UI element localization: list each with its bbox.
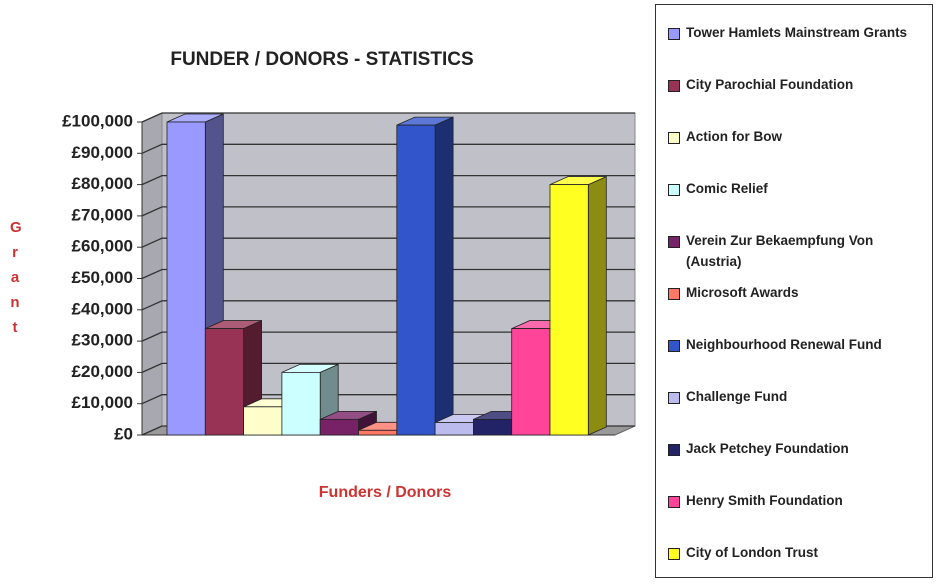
legend-label: Verein Zur Bekaempfung Von (Austria): [686, 233, 874, 269]
bar-front: [434, 422, 474, 436]
y-tick-label: £40,000: [72, 299, 133, 318]
legend-label: Microsoft Awards: [686, 285, 799, 300]
legend-label: Tower Hamlets Mainstream Grants: [686, 25, 908, 40]
legend-entry: Challenge Fund: [668, 389, 911, 407]
legend-swatch: [668, 340, 680, 352]
bar-front: [396, 124, 436, 436]
y-tick-label: £20,000: [72, 362, 133, 381]
legend-entry: Action for Bow: [668, 129, 911, 147]
y-tick-label: £10,000: [72, 393, 133, 412]
legend-entry: Comic Relief: [668, 181, 911, 199]
y-tick-label: £0: [114, 424, 133, 443]
bar: [396, 116, 454, 436]
legend-entry: Verein Zur Bekaempfung Von (Austria): [668, 233, 911, 272]
bar-front: [549, 184, 589, 436]
legend-swatch: [668, 132, 680, 144]
grid-line: [141, 206, 635, 217]
legend-swatch: [668, 28, 680, 40]
legend-label: Action for Bow: [686, 129, 782, 144]
y-tick-label: £70,000: [72, 205, 133, 224]
bar: [549, 175, 607, 436]
legend-label: City of London Trust: [686, 545, 818, 560]
legend-label: Neighbourhood Renewal Fund: [686, 337, 882, 352]
grid-line: [141, 268, 635, 280]
legend-swatch: [668, 444, 680, 456]
grid-line: [141, 237, 635, 248]
legend-label: City Parochial Foundation: [686, 77, 854, 92]
bar: [281, 363, 339, 436]
y-tick-label: £90,000: [72, 143, 133, 162]
bar-side: [434, 116, 454, 436]
y-tick-label: £50,000: [72, 268, 133, 287]
y-tick-label: £30,000: [72, 331, 133, 350]
grid-line: [141, 362, 635, 373]
bar-front: [511, 328, 551, 436]
legend-entry: Neighbourhood Renewal Fund: [668, 337, 911, 355]
legend-swatch: [668, 236, 680, 248]
x-axis-label: Funders / Donors: [319, 484, 452, 501]
bar-front: [319, 418, 359, 436]
legend-entry: Henry Smith Foundation: [668, 493, 911, 511]
legend-entry: Jack Petchey Foundation: [668, 441, 911, 459]
grid-line: [141, 394, 635, 405]
chart: FUNDER / DONORS - STATISTICS Funders / D…: [62, 49, 636, 501]
grid-line: [141, 112, 635, 123]
legend-label: Challenge Fund: [686, 389, 788, 404]
bar-front: [281, 371, 321, 436]
bar-front: [472, 418, 513, 436]
legend-swatch: [668, 496, 680, 508]
legend: Tower Hamlets Mainstream Grants City Paro…: [655, 4, 933, 578]
chart-title: FUNDER / DONORS - STATISTICS: [170, 49, 473, 70]
grid-line: [141, 331, 635, 342]
y-axis-label: Grant: [10, 219, 22, 336]
legend-swatch: [668, 288, 680, 300]
bar-front: [166, 121, 206, 436]
legend-swatch: [668, 184, 680, 196]
bar-front: [204, 328, 245, 436]
grid-line: [141, 143, 635, 154]
legend-swatch: [668, 548, 680, 560]
grid-line: [141, 174, 635, 186]
legend-entry: City of London Trust: [668, 545, 911, 563]
bar-front: [358, 429, 398, 436]
y-tick-label: £60,000: [72, 237, 133, 256]
bar-side: [587, 175, 607, 436]
legend-label: Jack Petchey Foundation: [686, 441, 849, 456]
legend-entry: Microsoft Awards: [668, 285, 911, 303]
legend-label: Comic Relief: [686, 181, 768, 196]
legend-label: Henry Smith Foundation: [686, 493, 843, 508]
legend-swatch: [668, 80, 680, 92]
legend-entry: City Parochial Foundation: [668, 77, 911, 95]
y-tick-label: £100,000: [62, 111, 133, 130]
y-tick-label: £80,000: [72, 174, 133, 193]
grid-line: [141, 300, 635, 311]
legend-swatch: [668, 392, 680, 404]
bar-front: [243, 406, 283, 436]
legend-entry: Tower Hamlets Mainstream Grants: [668, 25, 911, 43]
